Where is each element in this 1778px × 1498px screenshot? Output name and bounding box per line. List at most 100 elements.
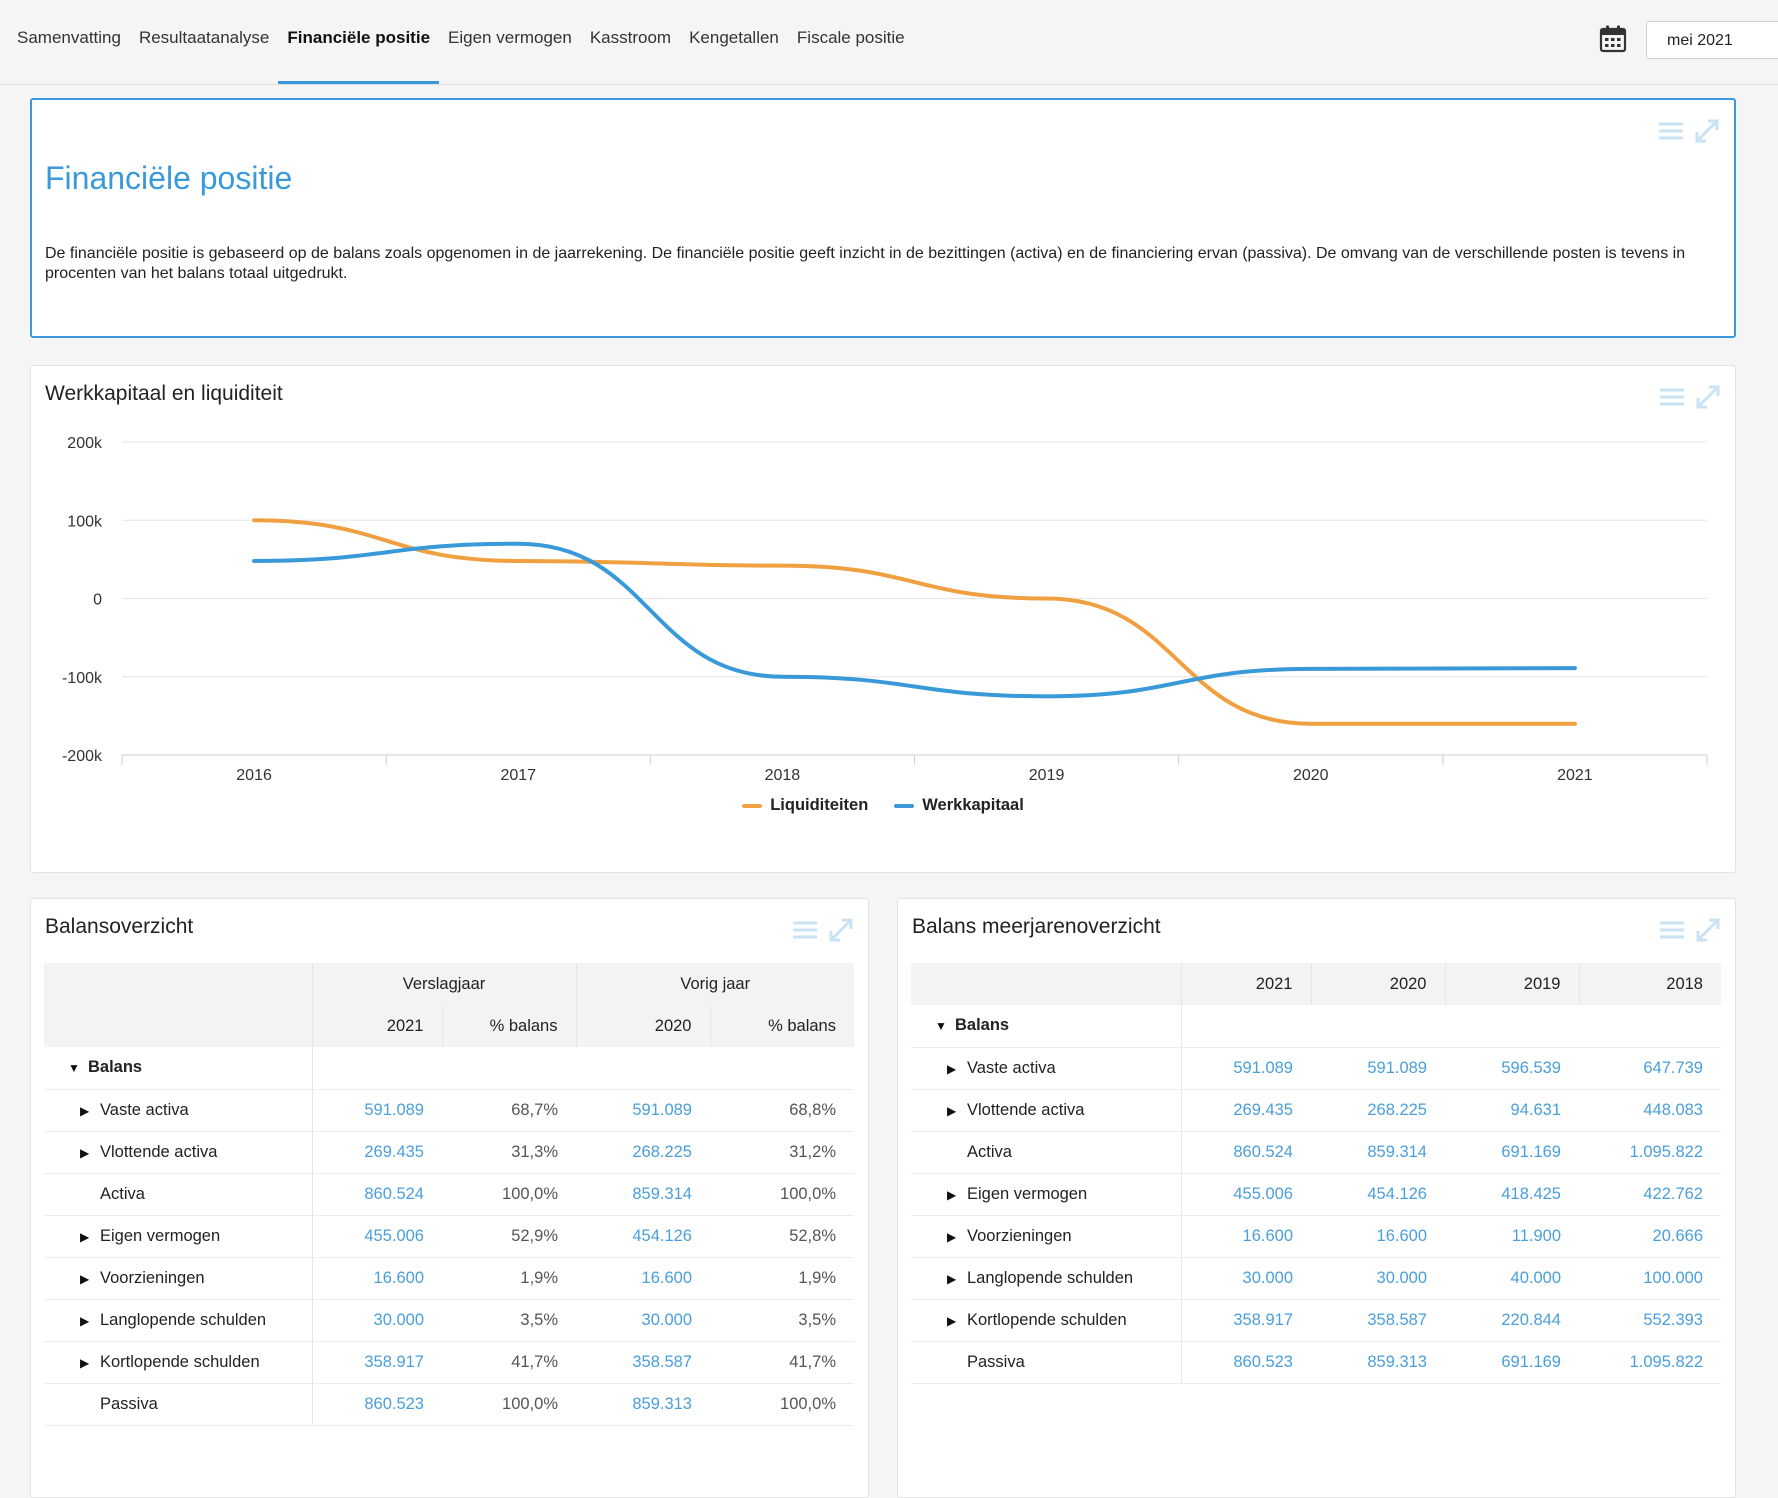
cell-value[interactable]: 16.600 bbox=[312, 1257, 442, 1300]
table-row[interactable]: ▼ Balans bbox=[44, 1047, 854, 1090]
cell-value[interactable]: 552.393 bbox=[1579, 1299, 1721, 1342]
row-label[interactable]: ▶ Vaste activa bbox=[911, 1047, 1182, 1090]
caret-right-icon[interactable]: ▶ bbox=[947, 1229, 957, 1244]
caret-right-icon[interactable]: ▶ bbox=[947, 1271, 957, 1286]
cell-value[interactable]: 591.089 bbox=[576, 1089, 710, 1132]
cell-value[interactable]: 358.917 bbox=[1181, 1299, 1311, 1342]
row-label[interactable]: ▶ Vlottende activa bbox=[911, 1089, 1182, 1132]
table-row[interactable]: Passiva 860.523 100,0% 859.313 100,0% bbox=[44, 1383, 854, 1426]
date-picker-input[interactable]: mei 2021 bbox=[1646, 21, 1778, 59]
cell-value[interactable]: 455.006 bbox=[1181, 1173, 1311, 1216]
cell-value[interactable]: 860.523 bbox=[312, 1383, 442, 1426]
table-row[interactable]: ▶ Vlottende activa 269.435 268.225 94.631… bbox=[911, 1089, 1721, 1132]
cell-value[interactable]: 11.900 bbox=[1445, 1215, 1579, 1258]
table-row[interactable]: ▶ Langlopende schulden 30.000 30.000 40.0… bbox=[911, 1257, 1721, 1300]
tab-kasstroom[interactable]: Kasstroom bbox=[589, 28, 672, 47]
caret-right-icon[interactable]: ▶ bbox=[80, 1145, 90, 1160]
table-row[interactable]: Activa 860.524 859.314 691.169 1.095.822 bbox=[911, 1131, 1721, 1174]
row-label[interactable]: ▶ Eigen vermogen bbox=[44, 1215, 313, 1258]
table-row[interactable]: ▶ Kortlopende schulden 358.917 41,7% 358.… bbox=[44, 1341, 854, 1384]
caret-right-icon[interactable]: ▶ bbox=[80, 1271, 90, 1286]
cell-value[interactable]: 269.435 bbox=[1181, 1089, 1311, 1132]
expand-icon[interactable] bbox=[1695, 917, 1721, 943]
table-row[interactable]: ▶ Voorzieningen 16.600 1,9% 16.600 1,9% bbox=[44, 1257, 854, 1300]
expand-icon[interactable] bbox=[828, 917, 854, 943]
cell-value[interactable]: 454.126 bbox=[1311, 1173, 1445, 1216]
cell-value[interactable]: 418.425 bbox=[1445, 1173, 1579, 1216]
menu-icon[interactable] bbox=[1658, 118, 1684, 144]
expand-icon[interactable] bbox=[1695, 384, 1721, 410]
row-label[interactable]: ▶ Kortlopende schulden bbox=[911, 1299, 1182, 1342]
row-label[interactable]: ▶ Voorzieningen bbox=[911, 1215, 1182, 1258]
tab-samenvatting[interactable]: Samenvatting bbox=[17, 28, 121, 47]
cell-value[interactable]: 358.917 bbox=[312, 1341, 442, 1384]
row-label[interactable]: ▶ Vaste activa bbox=[44, 1089, 313, 1132]
table-row[interactable]: ▶ Vaste activa 591.089 68,7% 591.089 68,8… bbox=[44, 1089, 854, 1132]
cell-value[interactable]: 1.095.822 bbox=[1579, 1131, 1721, 1174]
row-label[interactable]: ▶ Eigen vermogen bbox=[911, 1173, 1182, 1216]
tab-eigen-vermogen[interactable]: Eigen vermogen bbox=[448, 28, 572, 47]
caret-right-icon[interactable]: ▶ bbox=[947, 1187, 957, 1202]
caret-right-icon[interactable]: ▶ bbox=[80, 1355, 90, 1370]
caret-right-icon[interactable]: ▶ bbox=[947, 1313, 957, 1328]
calendar-icon[interactable] bbox=[1598, 24, 1628, 54]
table-row[interactable]: ▶ Langlopende schulden 30.000 3,5% 30.000… bbox=[44, 1299, 854, 1342]
table-row[interactable]: ▼ Balans bbox=[911, 1005, 1721, 1048]
cell-value[interactable]: 16.600 bbox=[576, 1257, 710, 1300]
tab-fiscale-positie[interactable]: Fiscale positie bbox=[796, 28, 905, 47]
legend-item-liquiditeiten[interactable]: Liquiditeiten bbox=[742, 796, 868, 815]
table-row[interactable]: Passiva 860.523 859.313 691.169 1.095.82… bbox=[911, 1341, 1721, 1384]
row-label[interactable]: ▶ Langlopende schulden bbox=[44, 1299, 313, 1342]
tab-kengetallen[interactable]: Kengetallen bbox=[689, 28, 779, 47]
cell-value[interactable]: 358.587 bbox=[576, 1341, 710, 1384]
tab-financiele-positie[interactable]: Financiële positie bbox=[278, 0, 439, 84]
cell-value[interactable]: 591.089 bbox=[312, 1089, 442, 1132]
expand-icon[interactable] bbox=[1694, 118, 1720, 144]
caret-right-icon[interactable]: ▶ bbox=[80, 1103, 90, 1118]
cell-value[interactable]: 1.095.822 bbox=[1579, 1341, 1721, 1384]
cell-value[interactable]: 268.225 bbox=[576, 1131, 710, 1174]
table-row[interactable]: ▶ Eigen vermogen 455.006 454.126 418.425 … bbox=[911, 1173, 1721, 1216]
cell-value[interactable]: 647.739 bbox=[1579, 1047, 1721, 1090]
cell-value[interactable]: 422.762 bbox=[1579, 1173, 1721, 1216]
row-label-balans[interactable]: ▼ Balans bbox=[911, 1005, 1182, 1048]
caret-right-icon[interactable]: ▶ bbox=[80, 1313, 90, 1328]
cell-value[interactable]: 455.006 bbox=[312, 1215, 442, 1258]
menu-icon[interactable] bbox=[1659, 917, 1685, 943]
cell-value[interactable]: 16.600 bbox=[1311, 1215, 1445, 1258]
row-label[interactable]: ▶ Langlopende schulden bbox=[911, 1257, 1182, 1300]
cell-value[interactable]: 269.435 bbox=[312, 1131, 442, 1174]
cell-value[interactable]: 358.587 bbox=[1311, 1299, 1445, 1342]
cell-value[interactable]: 30.000 bbox=[312, 1299, 442, 1342]
cell-value[interactable]: 859.314 bbox=[576, 1173, 710, 1216]
legend-item-werkkapitaal[interactable]: Werkkapitaal bbox=[894, 796, 1024, 815]
table-row[interactable]: Activa 860.524 100,0% 859.314 100,0% bbox=[44, 1173, 854, 1216]
cell-value[interactable]: 860.523 bbox=[1181, 1341, 1311, 1384]
caret-right-icon[interactable]: ▶ bbox=[947, 1103, 957, 1118]
caret-right-icon[interactable]: ▶ bbox=[80, 1229, 90, 1244]
caret-down-icon[interactable]: ▼ bbox=[935, 1019, 947, 1034]
cell-value[interactable]: 860.524 bbox=[312, 1173, 442, 1216]
caret-right-icon[interactable]: ▶ bbox=[947, 1061, 957, 1076]
cell-value[interactable]: 30.000 bbox=[1311, 1257, 1445, 1300]
cell-value[interactable]: 100.000 bbox=[1579, 1257, 1721, 1300]
row-label[interactable]: ▶ Kortlopende schulden bbox=[44, 1341, 313, 1384]
cell-value[interactable]: 859.313 bbox=[1311, 1341, 1445, 1384]
cell-value[interactable]: 20.666 bbox=[1579, 1215, 1721, 1258]
cell-value[interactable]: 691.169 bbox=[1445, 1131, 1579, 1174]
tab-resultaatanalyse[interactable]: Resultaatanalyse bbox=[138, 28, 270, 47]
cell-value[interactable]: 30.000 bbox=[576, 1299, 710, 1342]
row-label-balans[interactable]: ▼ Balans bbox=[44, 1047, 313, 1090]
table-row[interactable]: ▶ Vlottende activa 269.435 31,3% 268.225 … bbox=[44, 1131, 854, 1174]
caret-down-icon[interactable]: ▼ bbox=[68, 1061, 80, 1076]
cell-value[interactable]: 860.524 bbox=[1181, 1131, 1311, 1174]
table-row[interactable]: ▶ Kortlopende schulden 358.917 358.587 22… bbox=[911, 1299, 1721, 1342]
menu-icon[interactable] bbox=[1659, 384, 1685, 410]
cell-value[interactable]: 859.313 bbox=[576, 1383, 710, 1426]
row-label[interactable]: ▶ Vlottende activa bbox=[44, 1131, 313, 1174]
cell-value[interactable]: 591.089 bbox=[1181, 1047, 1311, 1090]
menu-icon[interactable] bbox=[792, 917, 818, 943]
cell-value[interactable]: 448.083 bbox=[1579, 1089, 1721, 1132]
cell-value[interactable]: 691.169 bbox=[1445, 1341, 1579, 1384]
cell-value[interactable]: 16.600 bbox=[1181, 1215, 1311, 1258]
